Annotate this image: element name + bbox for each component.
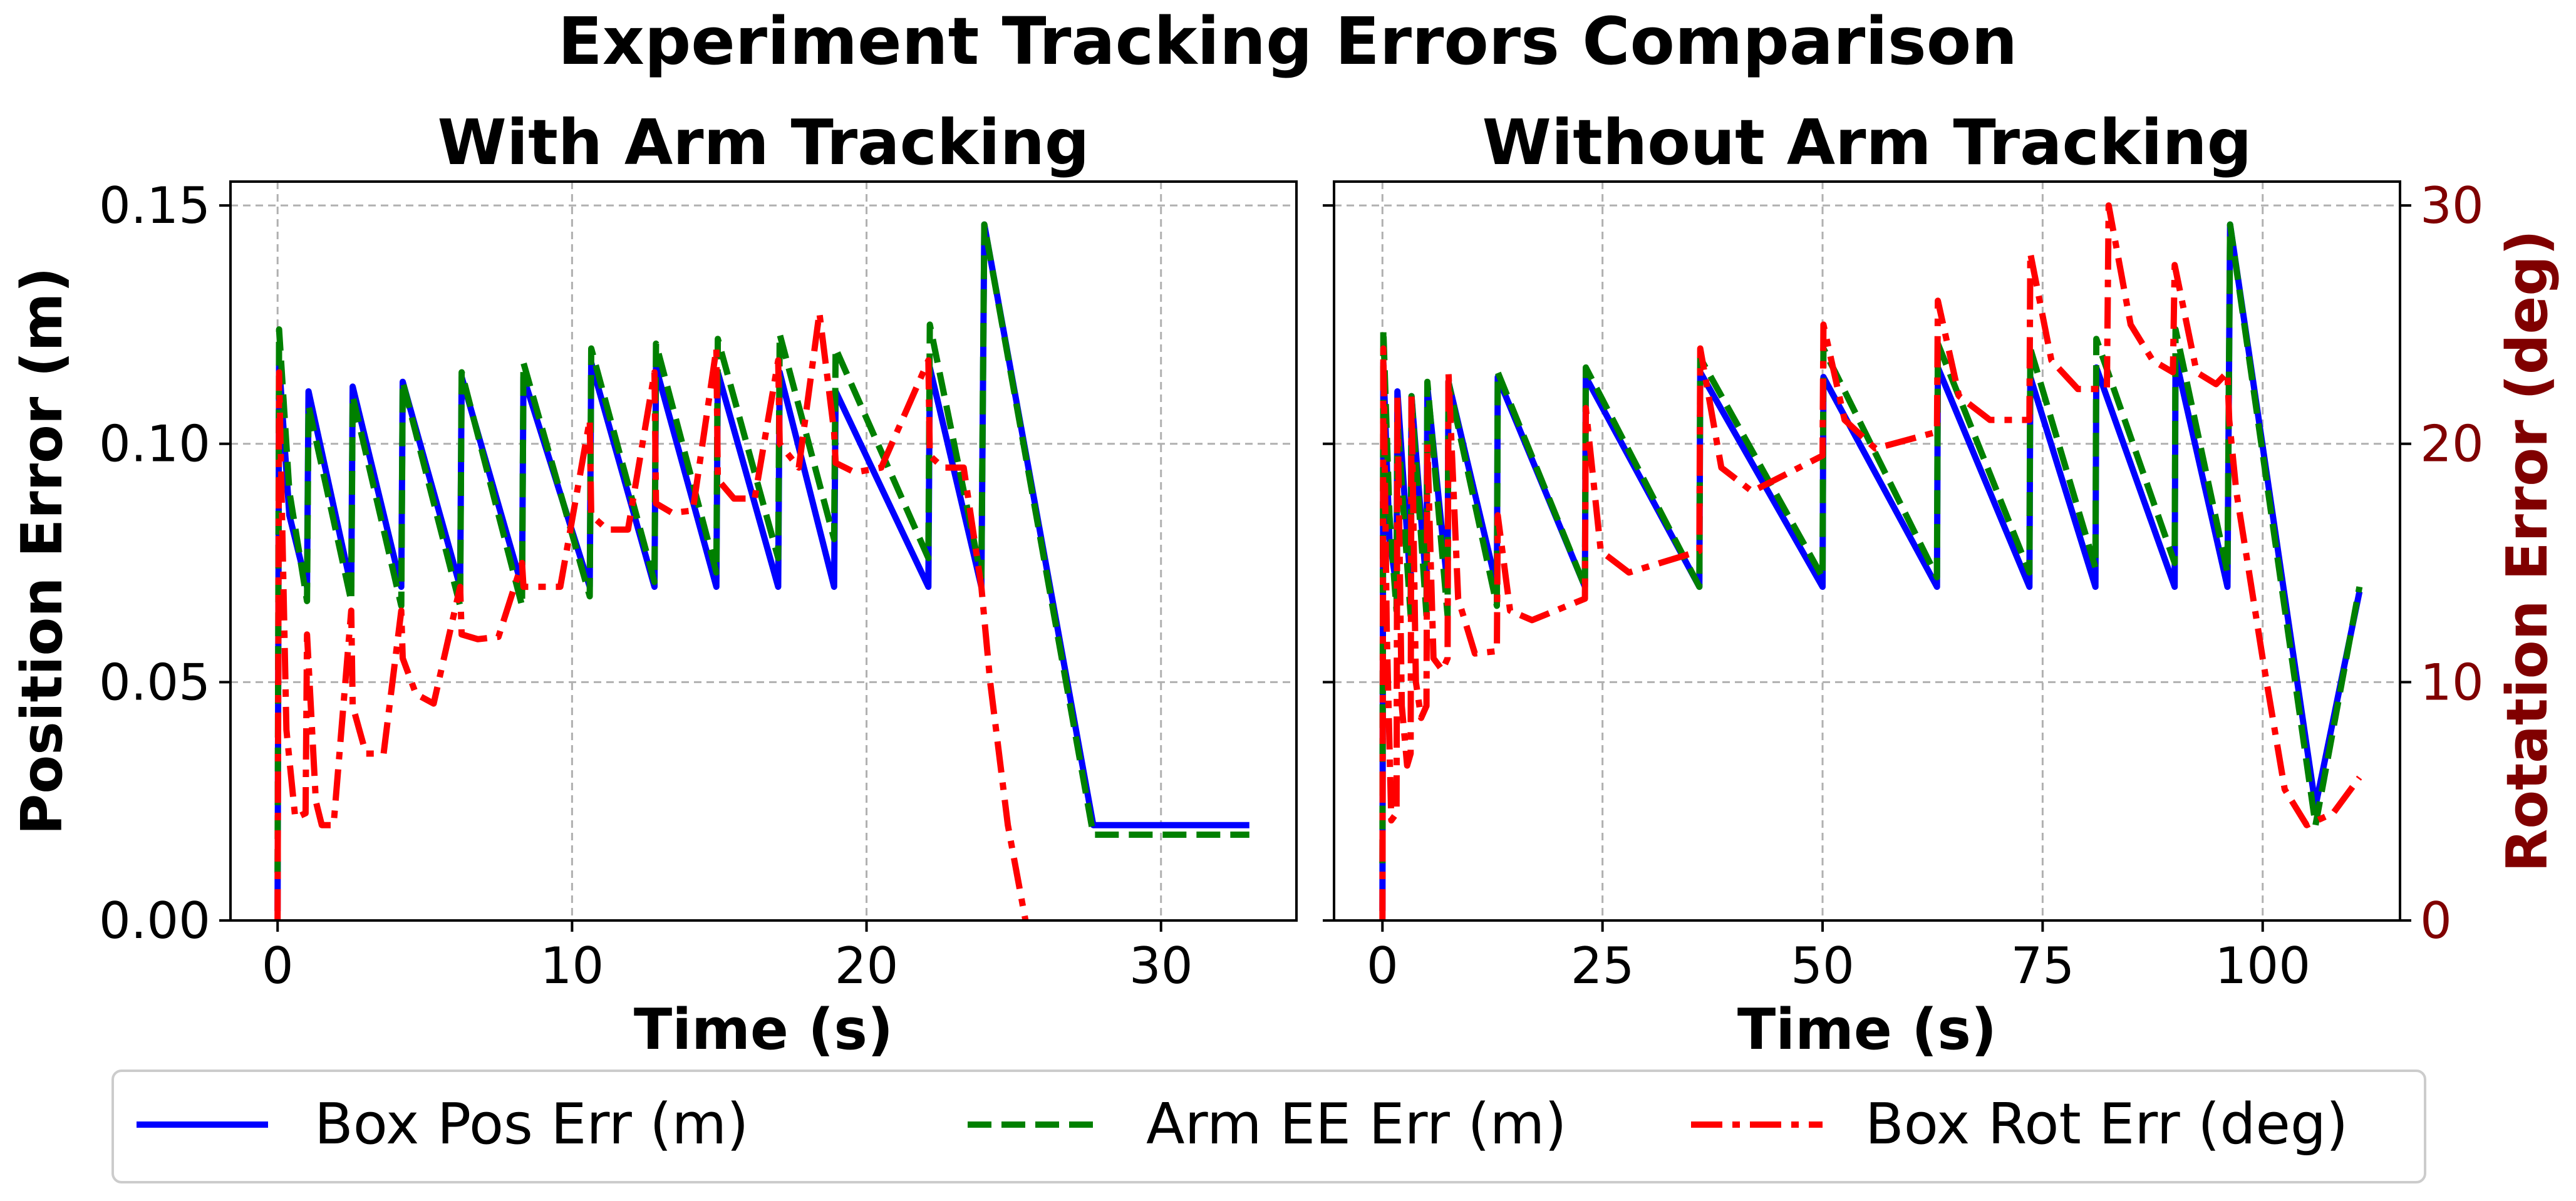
legend-box xyxy=(111,1070,2426,1183)
right-x-tick-label: 0 xyxy=(1367,937,1399,995)
position-y-tick-label: 0.15 xyxy=(99,177,210,235)
figure-suptitle: Experiment Tracking Errors Comparison xyxy=(558,3,2018,80)
left-x-tick-label: 10 xyxy=(540,937,604,995)
right-x-tick-label: 25 xyxy=(1571,937,1635,995)
right-series-box-pos-err xyxy=(1379,221,2363,911)
left-y-axis-label: Position Error (m) xyxy=(9,267,75,835)
left-series-box-rot-err xyxy=(274,309,1029,920)
legend: Box Pos Err (m) Arm EE Err (m) Box Rot E… xyxy=(111,1070,2426,1183)
rotation-y-tick-label: 30 xyxy=(2420,177,2484,235)
position-y-tick-label: 0.05 xyxy=(99,653,210,711)
right-y-ticks xyxy=(1323,204,1334,922)
left-plot-lines xyxy=(274,221,1249,920)
left-axes-frame xyxy=(229,180,1298,922)
position-y-tick-label: 0.00 xyxy=(99,892,210,950)
left-x-axis-label: Time (s) xyxy=(634,997,893,1063)
right-axes-frame xyxy=(1333,180,2401,922)
rotation-y-tick-label: 0 xyxy=(2420,892,2452,950)
right-rotation-ticks: 0 10 20 30 xyxy=(2400,177,2484,950)
left-x-tick-label: 0 xyxy=(262,937,294,995)
right-x-tick-label: 100 xyxy=(2215,937,2310,995)
right-x-tick-label: 75 xyxy=(2010,937,2074,995)
left-series-arm-ee-err xyxy=(274,221,1249,873)
rotation-y-tick-label: 20 xyxy=(2420,415,2484,473)
right-x-tick-label: 50 xyxy=(1791,937,1854,995)
right-plot-lines xyxy=(1379,202,2363,920)
right-series-arm-ee-err xyxy=(1379,221,2363,863)
rotation-axis-label: Rotation Error (deg) xyxy=(2495,230,2560,872)
legend-label-box-pos: Box Pos Err (m) xyxy=(314,1091,748,1157)
left-y-ticks: 0.00 0.05 0.10 0.15 xyxy=(99,177,230,950)
left-series-box-pos-err xyxy=(274,221,1249,911)
left-x-tick-label: 20 xyxy=(835,937,899,995)
right-series-box-rot-err xyxy=(1379,202,2362,920)
right-x-axis-label: Time (s) xyxy=(1737,997,1997,1063)
left-x-tick-label: 30 xyxy=(1129,937,1193,995)
left-x-ticks: 0 10 20 30 xyxy=(262,920,1193,995)
rotation-y-tick-label: 10 xyxy=(2420,653,2484,711)
position-y-tick-label: 0.10 xyxy=(99,415,210,473)
panel-with-arm-tracking: 0 10 20 30 0.00 0.05 0.10 0.15 With Arm Tracki… xyxy=(9,106,1298,1063)
legend-label-arm-ee: Arm EE Err (m) xyxy=(1146,1091,1566,1157)
right-panel-title: Without Arm Tracking xyxy=(1482,106,2252,179)
left-panel-title: With Arm Tracking xyxy=(438,106,1090,179)
legend-label-box-rot: Box Rot Err (deg) xyxy=(1865,1091,2348,1157)
right-x-ticks: 0 25 50 75 100 xyxy=(1367,920,2310,995)
